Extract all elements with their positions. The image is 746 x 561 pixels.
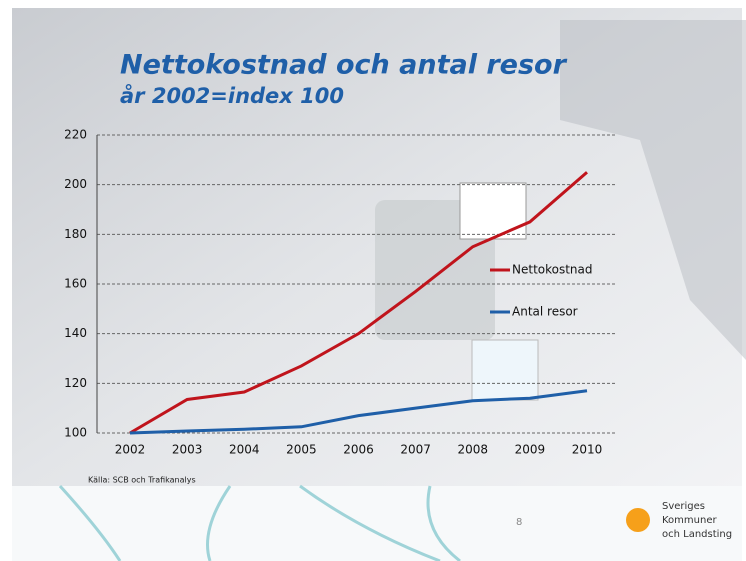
x-tick-label: 2003 (172, 443, 203, 457)
page-number: 8 (516, 517, 522, 528)
x-tick-label: 2005 (286, 443, 317, 457)
clipart (472, 340, 538, 400)
x-tick-label: 2008 (457, 443, 488, 457)
slide: Nettokostnad och antal resor år 2002=ind… (0, 0, 746, 561)
chart-title: Nettokostnad och antal resor (120, 50, 568, 81)
chart-subtitle: år 2002=index 100 (120, 83, 344, 108)
y-tick-label: 220 (64, 128, 87, 142)
logo-text: och Landsting (662, 529, 732, 540)
legend-label: Nettokostnad (512, 263, 593, 277)
y-tick-label: 120 (64, 376, 87, 390)
clipart (460, 183, 526, 239)
y-tick-label: 180 (64, 227, 87, 241)
source: Källa: SCB och Trafikanalys (88, 476, 196, 485)
x-tick-label: 2002 (115, 443, 146, 457)
y-tick-label: 100 (64, 426, 87, 440)
x-tick-label: 2004 (229, 443, 260, 457)
logo-text: Kommuner (662, 515, 717, 526)
logo-text: Sveriges (662, 501, 705, 512)
x-tick-label: 2009 (515, 443, 546, 457)
legend-label: Antal resor (512, 305, 578, 319)
x-tick-label: 2006 (343, 443, 374, 457)
y-tick-label: 200 (64, 177, 87, 191)
x-tick-label: 2010 (572, 443, 603, 457)
y-tick-label: 140 (64, 326, 87, 340)
logo-mark (626, 508, 650, 532)
x-tick-label: 2007 (400, 443, 431, 457)
y-tick-label: 160 (64, 277, 87, 291)
